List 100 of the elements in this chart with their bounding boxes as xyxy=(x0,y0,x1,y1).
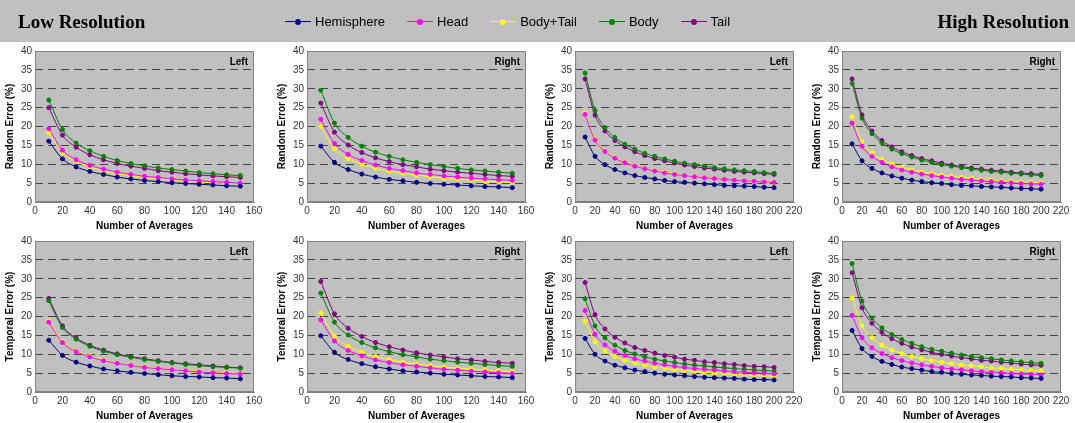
x-tick-label: 80 xyxy=(916,394,928,406)
y-tick-label: 30 xyxy=(21,272,33,284)
y-tick-label: 30 xyxy=(561,272,573,284)
x-tick-label: 200 xyxy=(765,204,783,216)
y-tick-label: 5 xyxy=(566,176,573,188)
y-tick-label: 40 xyxy=(828,44,840,56)
x-tick-label: 40 xyxy=(609,204,621,216)
x-tick-label: 160 xyxy=(992,394,1011,406)
y-tick-label: 15 xyxy=(828,329,840,341)
x-tick-label: 140 xyxy=(218,204,236,216)
y-axis-title: Temporal Error (%) xyxy=(275,271,287,362)
x-tick-label: 80 xyxy=(139,394,151,406)
y-tick-label: 25 xyxy=(828,101,840,113)
y-tick-label: 40 xyxy=(293,234,305,246)
y-tick-label: 20 xyxy=(293,310,305,322)
y-tick-label: 30 xyxy=(828,82,840,94)
y-axis-title: Random Error (%) xyxy=(3,83,15,170)
x-tick-label: 100 xyxy=(163,394,181,406)
x-tick-label: 40 xyxy=(876,204,888,216)
y-tick-label: 30 xyxy=(293,82,305,94)
x-tick-label: 120 xyxy=(190,394,209,406)
x-tick-label: 120 xyxy=(686,394,704,406)
x-tick-label: 160 xyxy=(725,394,744,406)
x-tick-label: 220 xyxy=(785,204,803,216)
y-tick-label: 25 xyxy=(293,101,305,113)
y-tick-label: 15 xyxy=(21,329,33,341)
x-tick-label: 60 xyxy=(896,394,908,406)
x-tick-label: 140 xyxy=(218,394,236,406)
annotation: Right xyxy=(1029,245,1056,257)
legend-label: Tail xyxy=(710,14,731,29)
y-tick-label: 10 xyxy=(293,348,305,359)
y-tick-label: 15 xyxy=(293,329,305,341)
y-tick-label: 5 xyxy=(26,176,33,188)
y-tick-label: 20 xyxy=(828,310,840,322)
x-tick-label: 80 xyxy=(916,204,928,216)
x-tick-label: 40 xyxy=(609,394,621,406)
y-tick-label: 40 xyxy=(561,44,573,56)
x-tick-label: 100 xyxy=(933,394,951,406)
y-tick-label: 0 xyxy=(833,385,840,397)
annotation: Left xyxy=(769,55,789,67)
y-tick-label: 30 xyxy=(828,272,840,284)
y-tick-label: 30 xyxy=(561,82,573,94)
y-tick-label: 25 xyxy=(293,291,305,303)
y-axis-title: Random Error (%) xyxy=(275,83,287,170)
x-tick-label: 100 xyxy=(435,204,453,216)
x-tick-label: 40 xyxy=(876,394,888,406)
x-tick-label: 20 xyxy=(328,204,341,216)
x-tick-label: 180 xyxy=(1012,204,1030,216)
y-tick-label: 30 xyxy=(293,272,305,284)
x-axis-title: Number of Averages xyxy=(903,219,1001,231)
x-tick-label: 40 xyxy=(84,394,96,406)
x-tick-label: 100 xyxy=(666,394,684,406)
x-axis-title: Number of Averages xyxy=(903,409,1001,421)
x-tick-label: 60 xyxy=(383,394,396,406)
x-tick-label: 220 xyxy=(1052,394,1070,406)
x-tick-label: 160 xyxy=(517,394,535,406)
x-tick-label: 40 xyxy=(84,204,96,216)
y-axis-title: Temporal Error (%) xyxy=(810,271,822,362)
x-tick-label: 180 xyxy=(745,394,763,406)
x-tick-label: 120 xyxy=(953,394,971,406)
x-tick-label: 60 xyxy=(629,394,641,406)
legend-label: Body+Tail xyxy=(520,14,577,29)
y-tick-label: 35 xyxy=(828,253,840,265)
y-tick-label: 5 xyxy=(298,366,305,378)
y-tick-label: 20 xyxy=(21,310,33,322)
x-tick-label: 20 xyxy=(56,204,69,216)
y-tick-label: 10 xyxy=(561,158,573,169)
y-tick-label: 5 xyxy=(298,176,305,188)
x-tick-label: 20 xyxy=(589,204,602,216)
x-tick-label: 40 xyxy=(356,394,368,406)
y-tick-label: 15 xyxy=(828,139,840,151)
x-tick-label: 140 xyxy=(973,204,991,216)
y-axis-title: Temporal Error (%) xyxy=(543,271,555,362)
y-tick-label: 15 xyxy=(561,329,573,341)
y-tick-label: 10 xyxy=(293,158,305,169)
y-tick-label: 20 xyxy=(293,120,305,132)
x-axis-title: Number of Averages xyxy=(96,219,194,231)
y-tick-label: 35 xyxy=(561,63,573,75)
legend-label: Body xyxy=(628,14,659,29)
x-tick-label: 100 xyxy=(163,204,181,216)
legend-label: Hemisphere xyxy=(315,14,386,29)
x-tick-label: 200 xyxy=(765,394,783,406)
y-tick-label: 0 xyxy=(833,195,840,207)
y-tick-label: 35 xyxy=(293,63,305,75)
x-tick-label: 180 xyxy=(745,204,763,216)
x-tick-label: 120 xyxy=(462,394,481,406)
x-tick-label: 120 xyxy=(190,204,209,216)
annotation: Right xyxy=(494,55,521,67)
y-tick-label: 20 xyxy=(21,120,33,132)
x-tick-label: 60 xyxy=(629,204,641,216)
y-axis-title: Random Error (%) xyxy=(810,83,822,170)
annotation: Left xyxy=(229,245,249,257)
x-tick-label: 140 xyxy=(973,394,991,406)
x-tick-label: 80 xyxy=(411,394,423,406)
y-tick-label: 0 xyxy=(566,385,573,397)
y-tick-label: 35 xyxy=(828,63,840,75)
y-tick-label: 5 xyxy=(566,366,573,378)
y-tick-label: 0 xyxy=(26,385,33,397)
x-tick-label: 220 xyxy=(785,394,803,406)
legend-label: Head xyxy=(437,14,469,29)
